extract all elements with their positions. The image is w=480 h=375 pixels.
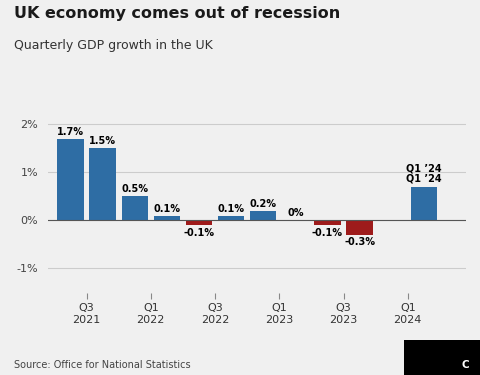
Text: 0%: 0%: [287, 209, 303, 219]
Text: 1.5%: 1.5%: [89, 136, 116, 146]
Bar: [411, 187, 437, 220]
Text: C: C: [462, 360, 469, 370]
Bar: [250, 211, 276, 220]
Text: Source: Office for National Statistics: Source: Office for National Statistics: [14, 360, 191, 370]
Text: 0.2%: 0.2%: [250, 199, 277, 209]
Text: 0.5%: 0.5%: [121, 184, 148, 194]
Bar: [314, 220, 341, 225]
Text: Q1 ’24: Q1 ’24: [406, 174, 442, 184]
Bar: [154, 216, 180, 220]
Text: Q1 ’24: Q1 ’24: [406, 163, 442, 173]
Bar: [121, 196, 148, 220]
Text: 1.7%: 1.7%: [57, 127, 84, 137]
Text: UK economy comes out of recession: UK economy comes out of recession: [14, 6, 341, 21]
Bar: [347, 220, 373, 235]
Text: 0.1%: 0.1%: [217, 204, 245, 214]
Text: B: B: [444, 360, 451, 370]
Text: 0.1%: 0.1%: [153, 204, 180, 214]
Text: Quarterly GDP growth in the UK: Quarterly GDP growth in the UK: [14, 39, 213, 53]
Bar: [218, 216, 244, 220]
Text: -0.3%: -0.3%: [344, 237, 375, 247]
Text: -0.1%: -0.1%: [312, 228, 343, 238]
Bar: [57, 139, 84, 220]
Bar: [186, 220, 212, 225]
Bar: [89, 148, 116, 220]
Text: -0.1%: -0.1%: [183, 228, 215, 238]
Text: B: B: [425, 360, 433, 370]
